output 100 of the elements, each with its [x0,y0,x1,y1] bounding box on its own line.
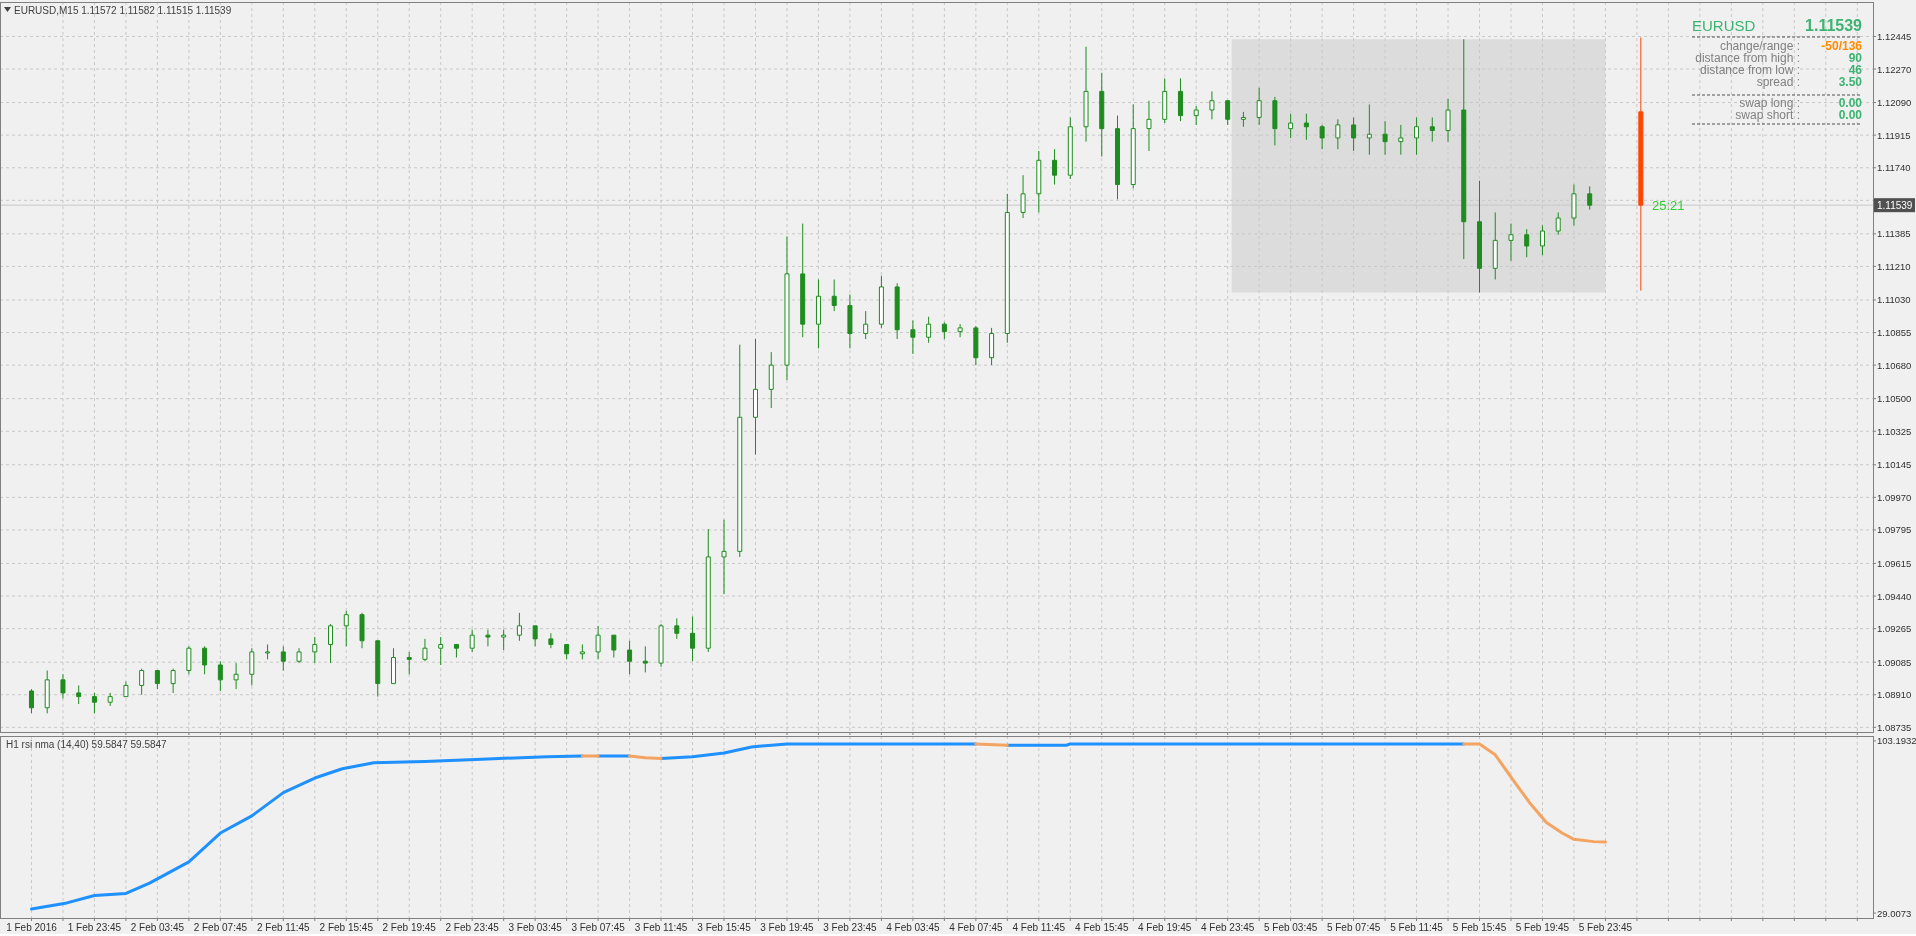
candlestick [328,623,334,664]
candlestick [28,688,34,714]
x-tick-label: 5 Feb 19:45 [1515,922,1570,933]
candlestick [1303,113,1309,141]
x-tick-label: 5 Feb 03:45 [1263,922,1318,933]
candlestick [1508,223,1514,262]
candlestick [1587,185,1593,211]
y-tick-label: 1.09085 [1877,656,1912,668]
y-tick-label: 1.09970 [1877,491,1912,503]
x-tick-label: 4 Feb 23:45 [1200,922,1255,933]
x-tick-label: 4 Feb 07:45 [949,922,1003,933]
annotation: 3.50 [1838,75,1863,89]
candlestick [642,645,648,673]
annotation: 1.11539 [1805,17,1863,34]
y-tick-label: 1.11915 [1877,129,1911,141]
x-tick-label: 3 Feb 19:45 [760,922,815,933]
candlestick [721,519,727,595]
annotation: 25:21 [1652,198,1685,214]
candlestick [627,640,633,675]
candlestick [1115,115,1120,200]
candlestick [690,616,696,662]
candlestick [1571,184,1577,226]
y-tick-label: 1.12445 [1877,30,1912,42]
candlestick [469,629,475,653]
candlestick [878,275,884,329]
annotation: change/range : [1719,39,1800,53]
candlestick [1351,116,1357,152]
candlestick [1256,87,1262,126]
candlestick [1382,120,1388,156]
candlestick [1225,100,1231,126]
y-tick-label: 1.11030 [1877,294,1911,306]
candlestick [800,223,806,338]
y-tick-label: 1.09615 [1877,557,1912,569]
candlestick [1398,124,1404,156]
candlestick [1524,228,1530,258]
y-tick-label: 1.09795 [1877,524,1912,536]
candlestick [910,319,916,355]
candlestick [154,670,160,690]
candlestick [1555,211,1561,236]
candlestick [485,629,491,647]
candlestick [1162,77,1168,124]
candlestick [217,660,223,692]
y-tick-label: 1.11740 [1877,162,1911,174]
annotation: EURUSD [1692,17,1756,34]
x-tick-label: 2 Feb 07:45 [193,922,248,933]
x-tick-label: 2 Feb 19:45 [382,922,437,933]
x-tick-label: 4 Feb 03:45 [886,922,941,933]
candlestick [894,282,900,340]
candlestick [784,236,790,381]
y-tick-label: 1.10680 [1877,359,1912,371]
candlestick [1445,98,1451,143]
candlestick [737,344,743,558]
candlestick [548,632,554,649]
x-tick-label: 5 Feb 11:45 [1390,922,1444,933]
x-tick-label: 3 Feb 23:45 [823,922,878,933]
candlestick [1240,111,1246,128]
candlestick [973,325,979,366]
annotation: -50/136 [1821,39,1863,53]
candlestick [406,651,412,675]
x-tick-label: 3 Feb 03:45 [508,922,563,933]
candlestick [532,625,538,647]
candlestick [186,645,192,675]
candlestick [1414,116,1420,156]
candlestick [1067,116,1073,180]
y-tick-label: 1.12270 [1877,63,1912,75]
annotation: 90 [1848,51,1863,65]
candlestick [296,647,302,664]
candlestick [265,643,271,660]
candlestick [1492,211,1498,280]
candlestick [516,612,522,642]
candlestick [1461,38,1467,260]
candlestick [1638,36,1644,292]
y-tick-label: 103.1932 [1877,735,1916,747]
candlestick [501,629,507,651]
candlestick [1272,96,1278,146]
candlestick [312,636,318,664]
annotation: 46 [1848,63,1863,77]
y-tick-label: 1.10325 [1877,425,1912,437]
candlestick [390,647,396,685]
candlestick [44,670,50,714]
candlestick [76,684,82,705]
candlestick [438,636,444,666]
y-tick-label: 1.10855 [1877,327,1912,339]
y-tick-label: 1.09440 [1877,590,1912,602]
y-tick-label: 1.10500 [1877,393,1912,405]
annotation: distance from high : [1695,51,1800,65]
x-tick-label: 2 Feb 15:45 [319,922,374,933]
y-tick-label: 1.08735 [1877,721,1912,733]
ref-line-label: 1.11539 [1877,200,1913,212]
candlestick [1146,100,1152,152]
candlestick [658,623,664,668]
x-tick-label: 3 Feb 15:45 [697,922,752,933]
candlestick [60,673,66,699]
x-tick-label: 4 Feb 11:45 [1012,922,1066,933]
x-tick-label: 5 Feb 15:45 [1452,922,1507,933]
candlestick [1052,148,1058,185]
candlestick [1335,118,1341,150]
annotation: spread : [1756,75,1800,89]
candlestick [139,668,145,696]
candlestick [863,310,869,340]
